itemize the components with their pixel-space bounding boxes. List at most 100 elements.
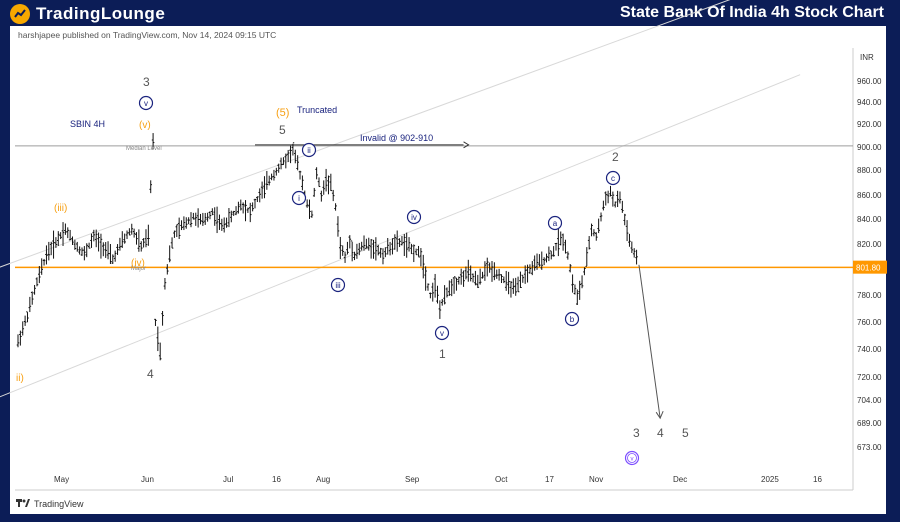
- svg-text:a: a: [553, 219, 558, 228]
- symbol-label: SBIN 4H: [70, 119, 105, 129]
- price-bar: [47, 241, 51, 261]
- price-bar: [270, 173, 273, 181]
- price-bar: [417, 245, 420, 258]
- price-bar: [301, 175, 304, 191]
- wave-label-iii-paren: (iii): [54, 203, 67, 214]
- price-bar: [481, 271, 484, 279]
- price-bar: [241, 202, 245, 214]
- price-bar: [630, 241, 634, 253]
- price-bar: [187, 217, 190, 225]
- projection-line: [638, 264, 661, 419]
- price-bar: [376, 244, 380, 256]
- price-bar: [606, 190, 610, 204]
- price-bar: [495, 269, 499, 279]
- y-tick-label: 720.00: [857, 373, 882, 382]
- price-bar: [166, 264, 169, 275]
- price-bar: [106, 241, 110, 260]
- price-bar: [471, 273, 475, 283]
- price-bar: [621, 200, 624, 213]
- price-bar: [557, 228, 560, 257]
- y-tick-label: 840.00: [857, 215, 882, 224]
- price-bar: [552, 246, 555, 257]
- price-bar: [561, 233, 565, 251]
- price-bar: [154, 318, 157, 326]
- price-bar: [616, 190, 619, 208]
- price-bar: [545, 253, 548, 263]
- price-bar: [500, 274, 503, 284]
- price-bar: [312, 187, 316, 197]
- price-bar: [559, 231, 563, 246]
- price-bar: [542, 257, 546, 266]
- price-bar: [244, 200, 247, 222]
- price-bar: [362, 235, 366, 251]
- circled-label-iii: iii: [330, 277, 346, 293]
- y-tick-label: 920.00: [857, 120, 882, 129]
- price-bar: [469, 265, 472, 282]
- x-tick-label: 16: [813, 475, 822, 484]
- price-bar: [19, 330, 22, 346]
- price-bar: [130, 223, 134, 235]
- price-bar: [459, 268, 463, 285]
- price-bar: [151, 133, 155, 150]
- circled-label-v-bottom: v: [434, 325, 450, 341]
- circled-label-iv: iv: [406, 209, 422, 225]
- price-bar: [576, 289, 579, 305]
- price-bar: [502, 276, 506, 284]
- price-bar: [132, 228, 136, 238]
- price-bar: [457, 276, 461, 285]
- price-bar: [28, 296, 32, 313]
- price-bar: [592, 229, 596, 237]
- y-tick-label: 740.00: [857, 345, 882, 354]
- x-tick-label: 16: [272, 475, 281, 484]
- price-bar: [175, 224, 179, 238]
- price-bar: [213, 207, 217, 226]
- price-bar: [410, 243, 413, 255]
- price-bar: [277, 163, 280, 173]
- price-bar: [64, 223, 67, 235]
- price-bar: [293, 149, 297, 164]
- price-bar: [467, 259, 470, 282]
- price-bar: [78, 246, 81, 255]
- price-bar: [613, 201, 617, 208]
- x-tick-label: Dec: [673, 475, 687, 484]
- price-bar: [85, 243, 89, 258]
- price-bar: [554, 242, 558, 251]
- price-bar: [180, 220, 183, 231]
- price-bar: [493, 262, 496, 281]
- price-bar: [111, 254, 115, 264]
- price-bar: [59, 232, 62, 240]
- last-price-tag: [853, 260, 887, 274]
- x-tick-label: Oct: [495, 475, 508, 484]
- price-bar: [208, 211, 212, 220]
- price-bar: [194, 212, 198, 226]
- price-bar: [61, 222, 65, 246]
- price-bar: [54, 237, 58, 248]
- price-bar: [485, 257, 489, 277]
- price-bar: [260, 181, 264, 199]
- price-bar: [282, 157, 285, 166]
- y-tick-label: 760.00: [857, 318, 882, 327]
- projection-arrowhead: [655, 411, 664, 420]
- price-bar: [206, 212, 209, 222]
- price-bar: [386, 237, 390, 255]
- price-bar: [52, 230, 55, 259]
- wave-label-3-top: 3: [143, 75, 150, 89]
- price-bar: [139, 241, 143, 252]
- price-bar: [365, 238, 368, 249]
- price-bar: [289, 145, 292, 164]
- price-bar: [374, 237, 378, 261]
- price-bar: [26, 311, 29, 323]
- x-tick-label: Aug: [316, 475, 330, 484]
- price-bar: [45, 245, 48, 265]
- x-tick-label: Nov: [589, 475, 603, 484]
- price-bar: [16, 334, 20, 348]
- price-bar: [398, 238, 401, 248]
- circled-label-purple: v: [624, 450, 640, 466]
- price-bar: [628, 233, 631, 247]
- price-bar: [137, 229, 141, 252]
- price-bar: [445, 287, 449, 298]
- price-bar: [355, 243, 359, 259]
- price-bar: [424, 266, 427, 291]
- price-bar: [341, 245, 344, 256]
